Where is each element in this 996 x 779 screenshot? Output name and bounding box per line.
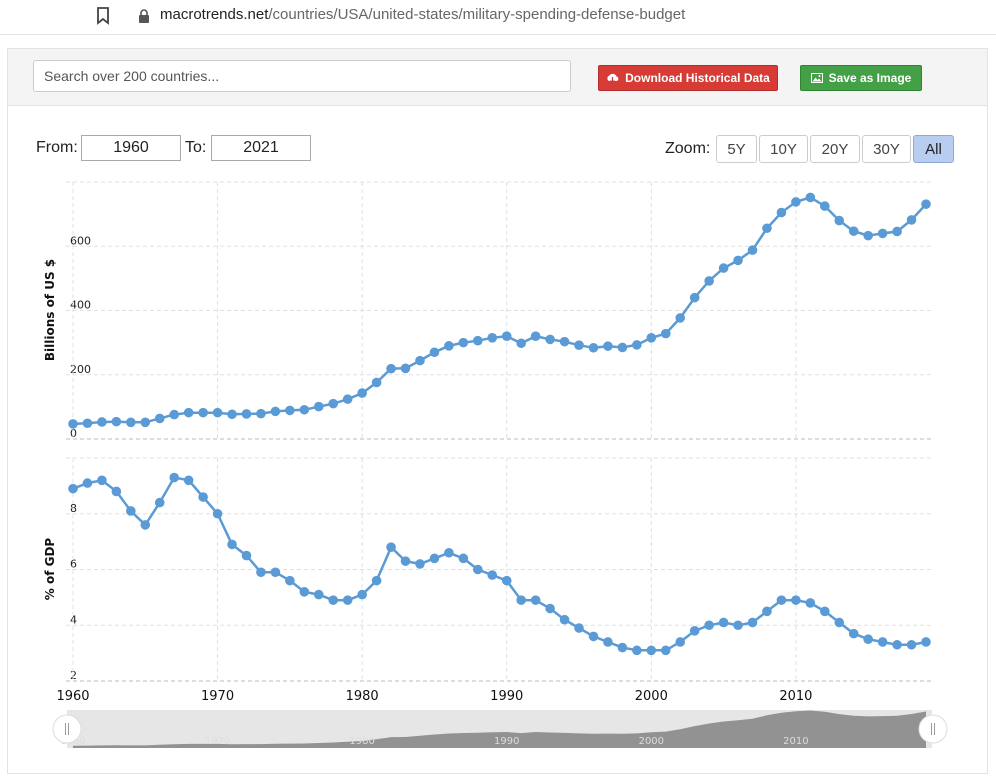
url-path: /countries/USA/united-states/military-sp… bbox=[268, 6, 686, 23]
browser-address-bar: macrotrends.net/countries/USA/united-sta… bbox=[0, 0, 996, 35]
url-domain: macrotrends.net bbox=[160, 6, 269, 23]
to-year-input[interactable] bbox=[211, 135, 311, 161]
url-text[interactable]: macrotrends.net/countries/USA/united-sta… bbox=[160, 6, 685, 23]
download-historical-data-button[interactable]: Download Historical Data bbox=[598, 65, 778, 91]
zoom-30y-button[interactable]: 30Y bbox=[862, 135, 911, 163]
zoom-all-button[interactable]: All bbox=[913, 135, 954, 163]
bookmark-icon[interactable] bbox=[96, 7, 110, 25]
download-button-label: Download Historical Data bbox=[625, 71, 770, 85]
zoom-20y-button[interactable]: 20Y bbox=[810, 135, 860, 163]
from-year-input[interactable] bbox=[81, 135, 181, 161]
save-button-label: Save as Image bbox=[828, 71, 912, 85]
cloud-download-icon bbox=[607, 73, 619, 84]
chart-toolbar: Download Historical Data Save as Image bbox=[8, 49, 987, 106]
from-label: From: bbox=[36, 139, 78, 156]
country-search-input[interactable] bbox=[33, 60, 571, 92]
zoom-label: Zoom: bbox=[665, 140, 711, 157]
zoom-5y-button[interactable]: 5Y bbox=[716, 135, 757, 163]
save-as-image-button[interactable]: Save as Image bbox=[800, 65, 922, 91]
lock-icon bbox=[139, 9, 149, 23]
image-icon bbox=[810, 73, 823, 83]
to-label: To: bbox=[185, 139, 207, 156]
zoom-10y-button[interactable]: 10Y bbox=[759, 135, 808, 163]
